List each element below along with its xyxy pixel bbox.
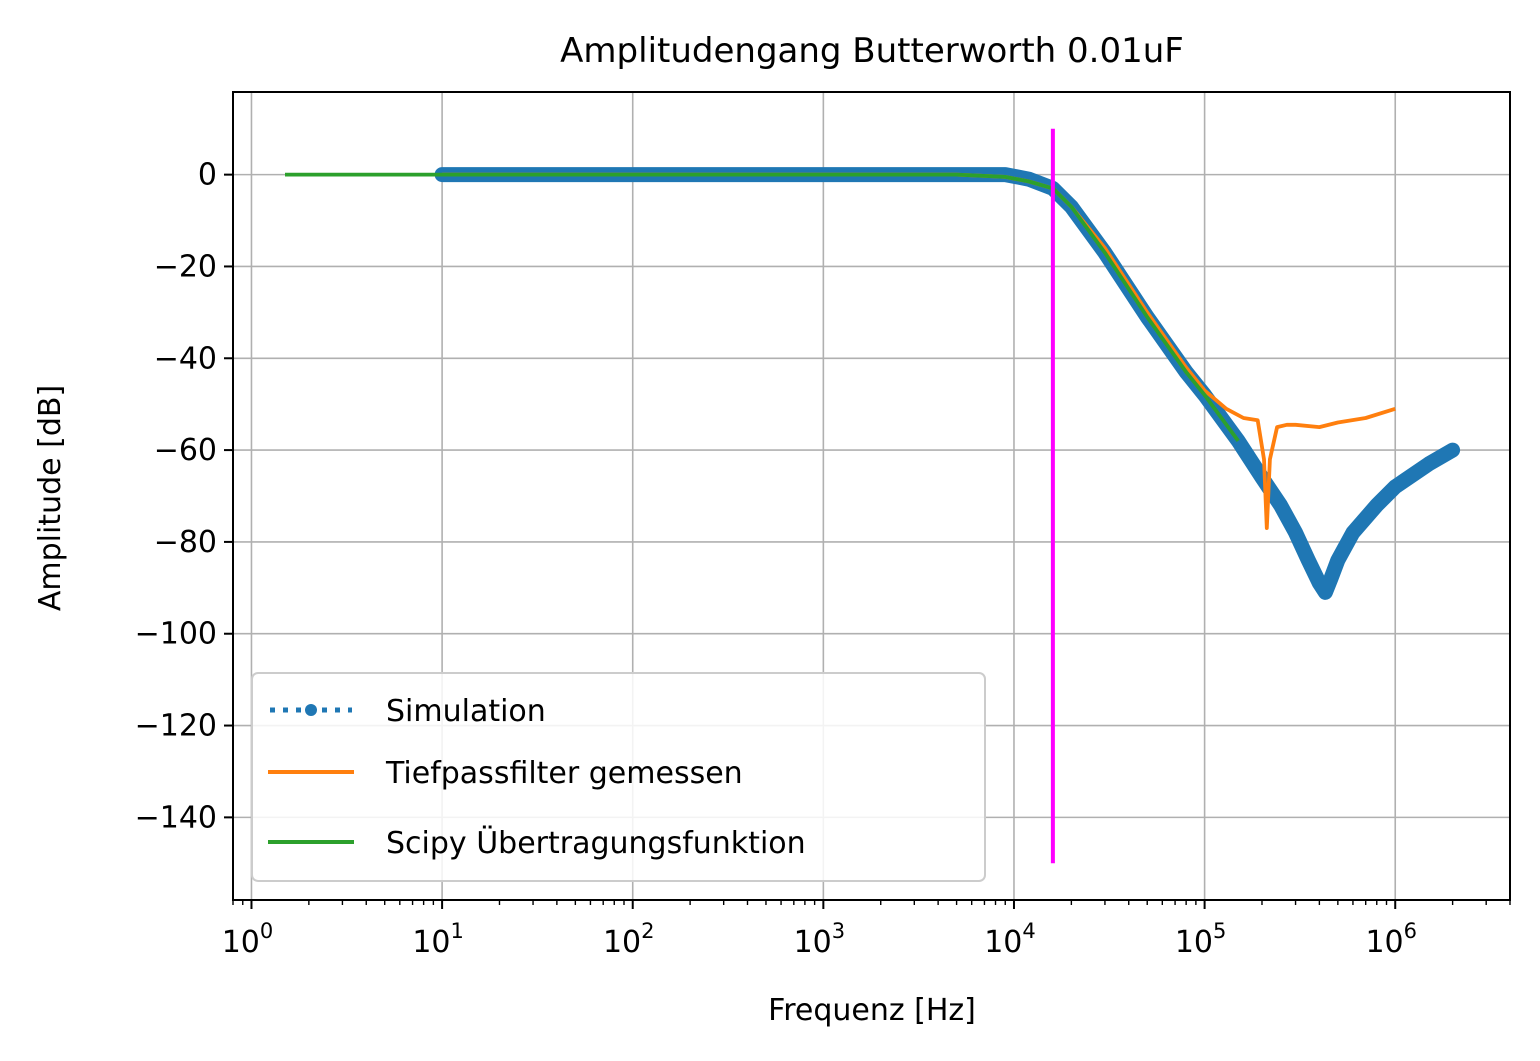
x-tick-label: 100 (222, 919, 274, 960)
series-line-simulation (434, 167, 1461, 600)
y-tick-label: −140 (135, 800, 217, 835)
axes-layer: 0 −20 −40 −60 −80 −100 −120 −140 100 101 102 103 104… (135, 91, 1511, 960)
y-axis-label: Amplitude [dB] (33, 385, 68, 611)
y-tick-label: −120 (135, 709, 217, 744)
legend-label-tiefpassfilter-gemessen: Tiefpassfilter gemessen (385, 756, 743, 791)
x-tick-label: 102 (603, 919, 655, 960)
legend-marker-simulation (305, 704, 317, 716)
y-tick-label: −40 (154, 341, 217, 376)
x-tick-label: 105 (1175, 919, 1227, 960)
x-tick-label: 103 (794, 919, 846, 960)
y-tick-label: 0 (198, 158, 217, 193)
x-tick-label: 104 (984, 919, 1036, 960)
series-layer (285, 128, 1461, 864)
x-tick-label: 106 (1365, 919, 1417, 960)
x-axis-label: Frequenz [Hz] (768, 993, 976, 1028)
chart-title: Amplitudengang Butterworth 0.01uF (560, 31, 1184, 71)
legend: Simulation Tiefpassfilter gemessen Scipy Ü… (251, 672, 986, 882)
y-tick-label: −20 (154, 249, 217, 284)
plot-frame (232, 91, 1511, 901)
legend-label-simulation: Simulation (386, 694, 546, 729)
y-tick-label: −100 (135, 617, 217, 652)
series-line-scipy-bertragungsfunktion (285, 172, 1240, 443)
x-tick-label: 101 (412, 919, 464, 960)
y-tick-label: −80 (154, 525, 217, 560)
legend-box (251, 672, 986, 882)
legend-label-scipy-bertragungsfunktion: Scipy Übertragungsfunktion (386, 825, 806, 861)
y-tick-label: −60 (154, 433, 217, 468)
